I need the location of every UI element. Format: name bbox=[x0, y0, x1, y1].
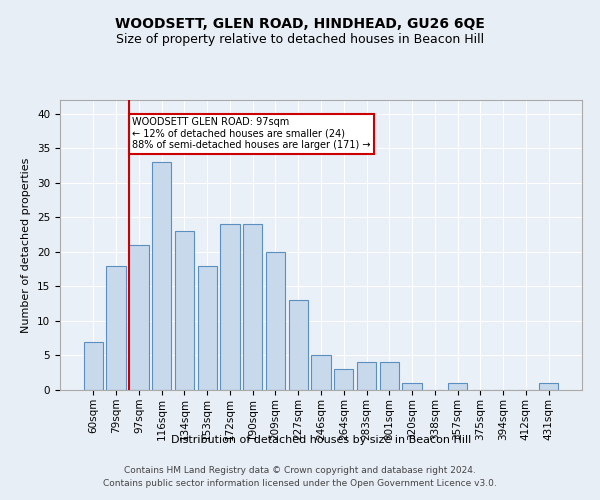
Bar bbox=[243, 224, 262, 390]
Bar bbox=[357, 362, 376, 390]
Text: Distribution of detached houses by size in Beacon Hill: Distribution of detached houses by size … bbox=[171, 435, 471, 445]
Bar bbox=[403, 383, 422, 390]
Bar bbox=[197, 266, 217, 390]
Bar bbox=[106, 266, 126, 390]
Bar bbox=[220, 224, 239, 390]
Bar bbox=[175, 231, 194, 390]
Bar bbox=[129, 245, 149, 390]
Text: Size of property relative to detached houses in Beacon Hill: Size of property relative to detached ho… bbox=[116, 32, 484, 46]
Y-axis label: Number of detached properties: Number of detached properties bbox=[22, 158, 31, 332]
Text: WOODSETT GLEN ROAD: 97sqm
← 12% of detached houses are smaller (24)
88% of semi-: WOODSETT GLEN ROAD: 97sqm ← 12% of detac… bbox=[132, 118, 370, 150]
Bar bbox=[448, 383, 467, 390]
Bar bbox=[84, 342, 103, 390]
Bar bbox=[266, 252, 285, 390]
Bar bbox=[334, 370, 353, 390]
Bar bbox=[152, 162, 172, 390]
Bar bbox=[539, 383, 558, 390]
Text: Contains HM Land Registry data © Crown copyright and database right 2024.
Contai: Contains HM Land Registry data © Crown c… bbox=[103, 466, 497, 487]
Bar bbox=[289, 300, 308, 390]
Bar bbox=[311, 356, 331, 390]
Text: WOODSETT, GLEN ROAD, HINDHEAD, GU26 6QE: WOODSETT, GLEN ROAD, HINDHEAD, GU26 6QE bbox=[115, 18, 485, 32]
Bar bbox=[380, 362, 399, 390]
